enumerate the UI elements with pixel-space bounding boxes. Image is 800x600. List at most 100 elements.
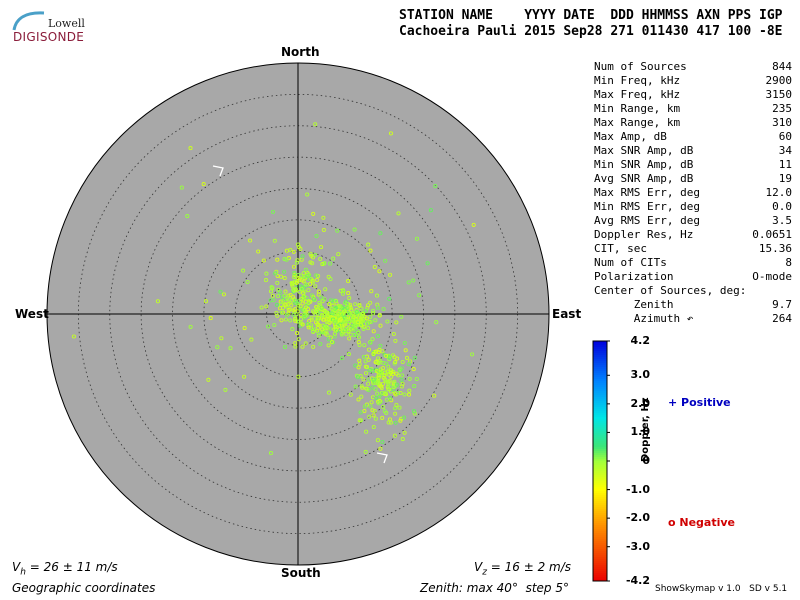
source-point [370, 337, 375, 342]
stat-label: Doppler Res, Hz [594, 228, 694, 241]
source-point [313, 122, 318, 127]
stat-label: Max Amp, dB [594, 130, 667, 143]
source-point [402, 340, 407, 346]
colorbar-segment [593, 471, 607, 474]
source-point [314, 273, 319, 278]
source-point [353, 384, 358, 389]
stat-row: Avg RMS Err, deg 3.5 [594, 214, 792, 228]
colorbar-segment [593, 477, 607, 480]
colorbar-segment [593, 517, 607, 520]
source-point [400, 359, 405, 365]
source-point [291, 249, 296, 254]
stat-row: Azimuth ↶ 264 [594, 312, 792, 326]
direction-north: North [281, 45, 320, 59]
source-point [354, 307, 359, 313]
colorbar-segment [593, 489, 607, 492]
source-point [393, 420, 398, 425]
source-point [374, 359, 379, 364]
source-point [385, 319, 390, 324]
source-point [318, 315, 324, 320]
source-point [339, 311, 344, 316]
source-point [300, 322, 305, 327]
source-point [296, 242, 301, 247]
stat-row: Min Freq, kHz 2900 [594, 74, 792, 88]
source-point [402, 392, 407, 397]
colorbar-segment [593, 555, 607, 558]
source-point [365, 321, 371, 326]
colorbar-segment [593, 367, 607, 370]
source-point [357, 302, 362, 307]
stat-value: 0.0651 [752, 228, 792, 241]
colorbar-segment [593, 545, 607, 548]
source-point [388, 272, 393, 277]
source-point [367, 414, 372, 419]
colorbar-segment [593, 401, 607, 404]
colorbar-segment [593, 423, 607, 426]
source-point [261, 258, 266, 263]
source-point [359, 394, 364, 399]
source-point [319, 305, 324, 310]
source-point [317, 310, 322, 315]
colorbar-segment [593, 415, 607, 418]
logo-lowell-text: Lowell [48, 17, 85, 30]
source-point [386, 364, 391, 369]
source-point [310, 278, 315, 283]
source-point [279, 318, 284, 323]
source-point [215, 345, 220, 350]
stat-label: Polarization [594, 270, 674, 283]
source-point [321, 227, 326, 233]
source-point [360, 385, 365, 390]
source-point [346, 326, 351, 331]
source-point [288, 318, 293, 323]
source-point [378, 367, 383, 372]
source-point [388, 131, 394, 136]
source-point [282, 269, 287, 274]
source-point [301, 294, 306, 299]
logo-digisonde-text: DIGISONDE [13, 30, 85, 44]
colorbar-segment [593, 537, 607, 540]
colorbar-tick-label: -3.0 [625, 540, 650, 553]
source-point [278, 306, 283, 311]
source-point [309, 325, 314, 330]
colorbar-segment [593, 417, 607, 420]
colorbar-segment [593, 533, 607, 536]
colorbar-segment [593, 389, 607, 392]
source-point [301, 271, 306, 276]
stat-value: 34 [778, 144, 792, 157]
source-point [403, 348, 408, 353]
vertical-velocity: Vz = 16 ± 2 m/s [474, 560, 571, 577]
source-point [337, 304, 342, 309]
colorbar-segment [593, 485, 607, 488]
source-point [361, 377, 366, 382]
stat-row: Max SNR Amp, dB 34 [594, 144, 792, 158]
arrow-marker-se [376, 452, 388, 464]
stat-label: Avg RMS Err, deg [594, 214, 700, 227]
source-point [399, 314, 404, 319]
stat-value: O-mode [752, 270, 792, 283]
source-point [394, 382, 399, 387]
source-point [400, 381, 405, 386]
source-point [275, 280, 280, 285]
source-point [414, 376, 419, 382]
source-point [188, 146, 193, 151]
vz-subscript: z [482, 567, 487, 578]
arrow-marker-nw [212, 165, 224, 177]
source-point [328, 298, 334, 303]
source-point [376, 356, 381, 361]
colorbar-label: Doppler, Hz [640, 397, 651, 462]
source-point [362, 408, 367, 414]
source-point [377, 347, 382, 352]
source-point [259, 305, 264, 310]
source-point [286, 308, 291, 313]
source-point [336, 252, 341, 257]
stat-row: Min RMS Err, deg 0.0 [594, 200, 792, 214]
source-point [328, 261, 333, 266]
source-point [326, 274, 331, 279]
source-point [221, 292, 227, 297]
source-point [374, 395, 379, 400]
colorbar-segment [593, 397, 607, 400]
source-point [366, 303, 371, 308]
source-point [323, 287, 328, 292]
source-point [268, 289, 274, 294]
source-point [367, 368, 372, 373]
